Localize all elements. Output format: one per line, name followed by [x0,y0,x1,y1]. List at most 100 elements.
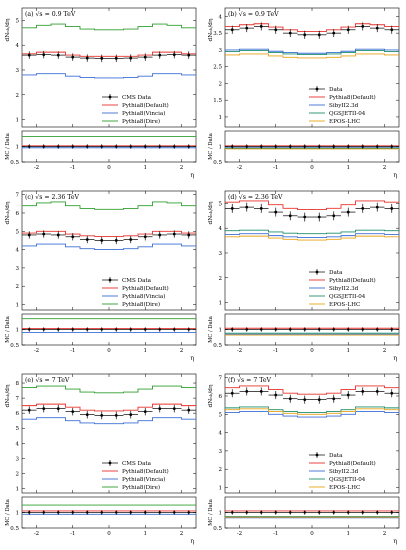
data-point [71,55,75,59]
legend-label: Pythia8(Default) [329,94,376,101]
data-point [85,238,89,241]
ratio-data-point [173,145,176,148]
y-tick-label: 7 [16,193,20,199]
ratio-y-axis-label: MC / Data [208,316,214,343]
y-axis-label: dNₙₕ/dη [5,384,11,407]
x-tick-label: -1 [70,165,75,171]
y-tick-label: 7 [16,396,20,402]
y-tick-label: 2 [219,276,223,282]
y-tick-label: 4 [219,431,223,437]
ratio-data-point [274,511,277,514]
legend-label: SibyII2.3d [329,469,359,475]
y-tick-label: 3 [219,251,223,257]
legend-label: Pythia8(Vincia) [122,293,165,300]
x-tick-label: 2 [383,531,387,537]
series-line-3 [22,385,196,394]
panel-2: (c) √s = 2.36 TeV 1 2 3 4 5 6 7 0.5 1 -2 -1 0 1 2 dNₙₕ/… [5,190,197,362]
main-plot-frame [224,373,400,494]
series-line-1 [22,230,196,237]
series-line-1 [22,51,196,57]
ratio-data-point [57,328,60,331]
data-point [85,413,89,417]
ratio-data-point [173,328,176,331]
series-line-2 [225,233,399,239]
data-point [390,206,394,210]
data-point [42,53,46,57]
ratio-data-point [245,145,248,148]
y-tick-label: 6 [219,394,223,400]
series-line-1 [22,403,196,412]
x-tick-label: 2 [383,165,387,171]
ratio-y-tick-label: 1 [16,328,20,334]
x-axis-label: η [393,172,397,179]
ratio-data-point [28,328,31,331]
data-point [56,407,60,411]
ratio-data-point [303,145,306,148]
y-tick-label: 6 [16,211,20,217]
legend-label: Pythia8(Default) [122,102,169,109]
data-point [71,410,75,414]
x-tick-label: 2 [180,531,184,537]
ratio-data-point [303,328,306,331]
ratio-data-point [86,145,89,148]
panel-title: (c) √s = 2.36 TeV [25,194,80,201]
ratio-data-point [158,145,161,148]
data-point [172,53,176,57]
y-axis-label: dNₙₕ/dη [5,201,11,224]
data-point [56,53,60,57]
main-plot-frame [224,7,400,128]
ratio-data-point [318,145,321,148]
data-point [274,210,278,214]
ratio-data-point [187,328,190,331]
data-point [332,31,336,35]
data-point [100,414,104,417]
ratio-data-point [289,511,292,514]
legend-label: SibyII2.3d [329,103,359,109]
data-point [114,239,118,242]
x-tick-label: 0 [310,531,314,537]
data-point [259,25,263,28]
panel-3: (d) √s = 2.36 TeV 1 2 3 4 5 0.5 1 -2 -1 0 1 2 dNₙₕ/dη… [208,190,400,362]
y-tick-label: 7 [219,376,223,382]
panel-0: (a) √s = 0.9 TeV 1 2 3 4 5 0.5 1 -2 -1 0 1 2 dNₙₕ/dη M… [5,7,197,179]
y-tick-label: 3 [16,68,20,74]
y-tick-label: 5 [16,426,20,432]
ratio-data-point [42,511,45,514]
series-line-2 [22,417,196,425]
y-tick-label: 4 [219,14,223,20]
x-tick-label: 2 [383,348,387,354]
data-point [129,238,133,241]
x-tick-label: 0 [310,165,314,171]
x-tick-label: 0 [107,348,111,354]
data-point [346,210,350,214]
x-tick-label: -2 [34,165,39,171]
y-tick-label: 3.5 [213,31,222,37]
series-line-2 [225,48,399,54]
ratio-data-point [361,328,364,331]
ratio-data-point [100,511,103,514]
panel-5: (f) √s = 7 TeV 1 2 3 4 5 6 7 0.5 1 -2 -1 0 1 2 dNₙₕ/dη M… [208,373,400,545]
ratio-data-point [332,328,335,331]
x-tick-label: -2 [237,531,242,537]
ratio-y-tick-label: 0.5 [10,160,19,166]
data-point [288,214,292,218]
data-point [158,233,162,237]
main-plot-frame [224,190,400,311]
ratio-data-point [347,328,350,331]
legend-label: Pythia8(Default) [122,468,169,475]
legend-swatch-marker [315,270,319,274]
ratio-data-point [231,511,234,514]
data-point [288,31,292,35]
ratio-y-tick-label: 0.5 [10,526,19,532]
x-tick-label: 1 [144,531,148,537]
y-tick-label: 4 [16,248,20,254]
x-tick-label: 2 [180,165,184,171]
y-tick-label: 2.5 [213,65,222,71]
legend-label: CMS Data [122,95,152,101]
y-tick-label: 2 [16,93,20,99]
data-point [346,28,350,32]
ratio-data-point [318,511,321,514]
data-point [346,393,350,397]
data-point [288,397,292,401]
